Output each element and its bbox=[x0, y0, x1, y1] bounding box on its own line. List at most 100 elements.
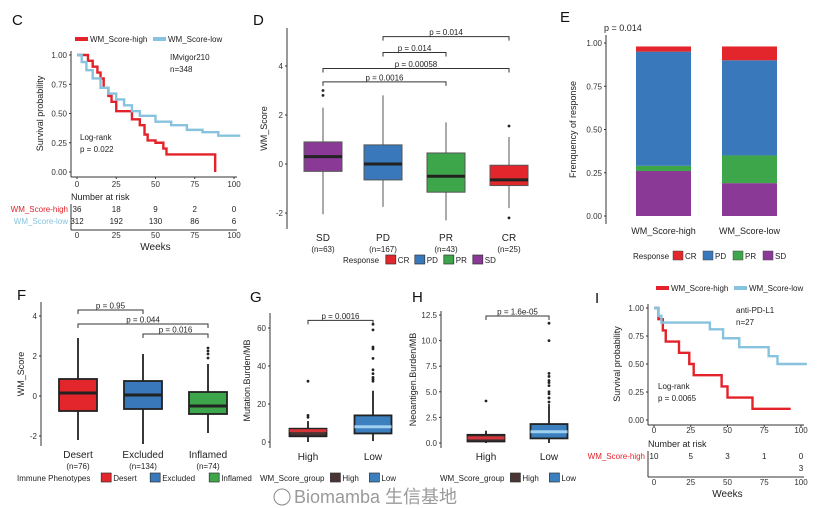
x-tick-label: 75 bbox=[760, 426, 769, 435]
y-tick-label: -2 bbox=[276, 209, 284, 218]
comparison-p-value: p = 0.0016 bbox=[365, 73, 404, 82]
legend-swatch-PD bbox=[702, 250, 714, 261]
outlier-point bbox=[371, 328, 375, 332]
risk-value: 1 bbox=[762, 452, 767, 461]
comparison-p-value: p = 0.00058 bbox=[395, 60, 438, 69]
watermark: Biomamba 生信基地 bbox=[294, 487, 457, 507]
x-tick-label: 25 bbox=[112, 180, 121, 189]
legend-label: Desert bbox=[113, 474, 137, 483]
y-tick-label: 40 bbox=[257, 362, 266, 371]
y-tick-label: 2.5 bbox=[426, 413, 438, 422]
outlier-point bbox=[547, 390, 551, 394]
box-CR bbox=[489, 164, 529, 187]
panel-label: H bbox=[412, 289, 423, 306]
y-tick-label: 20 bbox=[257, 400, 266, 409]
outlier-point bbox=[321, 89, 325, 92]
comparison-bracket bbox=[77, 323, 209, 328]
bar-segment-CR bbox=[722, 46, 777, 61]
risk-value: 36 bbox=[73, 205, 82, 214]
y-tick-label: 0.00 bbox=[628, 416, 644, 425]
km-curve-WM_Score-low bbox=[77, 53, 241, 137]
y-tick-label: 0.50 bbox=[628, 360, 644, 369]
y-tick-label: 12.5 bbox=[421, 311, 437, 320]
panel-label: C bbox=[12, 12, 23, 29]
outlier-point bbox=[547, 392, 551, 396]
comparison-bracket bbox=[77, 309, 144, 314]
legend-swatch-High bbox=[330, 472, 341, 483]
risk-value: 10 bbox=[650, 452, 659, 461]
risk-x-tick-label: 25 bbox=[112, 231, 121, 240]
outlier-point bbox=[321, 94, 325, 97]
legend-swatch-PR bbox=[443, 254, 455, 265]
risk-row-label: WM_Score-high bbox=[588, 452, 645, 461]
box-High bbox=[288, 427, 328, 438]
y-tick-label: 0.0 bbox=[426, 439, 438, 448]
y-tick-label: 0.25 bbox=[628, 388, 644, 397]
km-curve-WM_Score-low bbox=[654, 306, 807, 366]
risk-x-tick-label: 100 bbox=[794, 478, 808, 487]
legend-label: High bbox=[522, 474, 538, 483]
outlier-point bbox=[371, 357, 375, 360]
comparison-p-value: p = 0.044 bbox=[126, 316, 160, 325]
risk-x-tick-label: 50 bbox=[723, 478, 732, 487]
risk-table-title: Number at risk bbox=[648, 439, 707, 449]
legend-swatch-SD bbox=[472, 254, 484, 265]
risk-x-tick-label: 50 bbox=[151, 231, 160, 240]
outlier-point bbox=[371, 345, 375, 349]
legend-swatch-WM_Score-high bbox=[656, 286, 669, 290]
count-label: (n=63) bbox=[311, 245, 335, 254]
bar-segment-CR bbox=[636, 46, 691, 52]
bar-segment-PR bbox=[636, 165, 691, 172]
legend-swatch-SD bbox=[762, 250, 774, 261]
risk-value: 9 bbox=[153, 205, 158, 214]
legend-title: Response bbox=[633, 252, 670, 261]
y-tick-label: 0.50 bbox=[51, 110, 67, 119]
risk-x-tick-label: 75 bbox=[760, 478, 769, 487]
legend-swatch-WM_Score-low bbox=[153, 37, 166, 41]
y-tick-label: 4 bbox=[279, 62, 284, 71]
panel-label: F bbox=[17, 287, 26, 304]
category-label: WM_Score-low bbox=[719, 226, 781, 236]
y-tick-label: -2 bbox=[30, 432, 38, 441]
outlier-point bbox=[206, 349, 210, 353]
comparison-bracket bbox=[382, 36, 510, 41]
comparison-p-value: p = 0.016 bbox=[159, 326, 193, 335]
y-tick-label: 1.00 bbox=[51, 51, 67, 60]
legend-label: Low bbox=[381, 474, 396, 483]
outlier-point bbox=[547, 371, 551, 375]
risk-value: 0 bbox=[799, 452, 804, 461]
y-tick-label: 10.0 bbox=[421, 337, 437, 346]
outlier-point bbox=[206, 356, 210, 360]
x-tick-label: 0 bbox=[652, 426, 657, 435]
risk-x-tick-label: 25 bbox=[686, 478, 695, 487]
chart-title: p = 0.014 bbox=[604, 23, 642, 33]
y-tick-label: 0 bbox=[262, 438, 267, 447]
legend-label: Inflamed bbox=[221, 474, 252, 483]
y-tick-label: 0.00 bbox=[586, 212, 602, 221]
p-value: p = 0.0065 bbox=[658, 394, 697, 403]
outlier-point bbox=[306, 414, 310, 417]
outlier-point bbox=[547, 339, 551, 342]
bar-segment-SD bbox=[636, 171, 691, 216]
y-tick-label: 0 bbox=[33, 392, 38, 401]
watermark-logo-icon bbox=[273, 488, 291, 506]
legend-label: CR bbox=[398, 256, 410, 265]
y-tick-label: 0 bbox=[279, 160, 284, 169]
count-label: (n=134) bbox=[129, 462, 157, 471]
legend-swatch-Low bbox=[549, 472, 560, 483]
comparison-p-value: p = 0.014 bbox=[398, 44, 432, 53]
panel-label: I bbox=[595, 290, 599, 307]
count-label: (n=76) bbox=[66, 462, 90, 471]
risk-x-tick-label: 0 bbox=[75, 231, 80, 240]
y-tick-label: 0.75 bbox=[628, 332, 644, 341]
box-Inflamed bbox=[188, 391, 228, 415]
comparison-bracket bbox=[142, 333, 209, 338]
panel-label: D bbox=[253, 12, 264, 29]
y-axis-label: Frenquency of response bbox=[568, 81, 578, 178]
outlier-point bbox=[484, 399, 488, 403]
bar-segment-SD bbox=[722, 183, 777, 216]
km-curve-WM_Score-high bbox=[654, 306, 791, 410]
comparison-p-value: p = 1.6e-05 bbox=[497, 308, 538, 317]
comparison-bracket bbox=[322, 81, 447, 86]
